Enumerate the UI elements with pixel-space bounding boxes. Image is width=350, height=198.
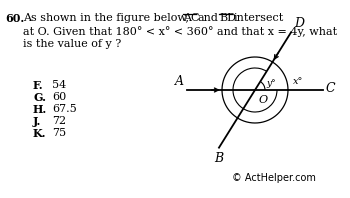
- Text: A: A: [175, 75, 184, 88]
- Text: J.: J.: [33, 116, 41, 127]
- Text: F.: F.: [33, 80, 44, 91]
- Text: 60.: 60.: [5, 13, 24, 24]
- Text: G.: G.: [33, 92, 46, 103]
- Text: As shown in the figure below,: As shown in the figure below,: [23, 13, 189, 23]
- Text: AC: AC: [183, 13, 200, 23]
- Text: K.: K.: [33, 128, 47, 139]
- Text: at O. Given that 180° < x° < 360° and that x = 4y, what: at O. Given that 180° < x° < 360° and th…: [23, 26, 337, 37]
- Text: y°: y°: [266, 79, 276, 88]
- Text: H.: H.: [33, 104, 47, 115]
- Text: BD: BD: [219, 13, 236, 23]
- Text: and: and: [198, 13, 219, 23]
- Text: 54: 54: [52, 80, 66, 90]
- Text: 72: 72: [52, 116, 66, 126]
- Text: C: C: [326, 83, 336, 95]
- Text: 60: 60: [52, 92, 66, 102]
- Text: O: O: [259, 95, 268, 105]
- Text: 67.5: 67.5: [52, 104, 77, 114]
- Text: intersect: intersect: [234, 13, 284, 23]
- Text: D: D: [294, 17, 304, 30]
- Text: © ActHelper.com: © ActHelper.com: [232, 173, 316, 183]
- Text: B: B: [215, 152, 224, 165]
- Text: is the value of y ?: is the value of y ?: [23, 39, 121, 49]
- Text: x°: x°: [293, 77, 303, 87]
- Text: 75: 75: [52, 128, 66, 138]
